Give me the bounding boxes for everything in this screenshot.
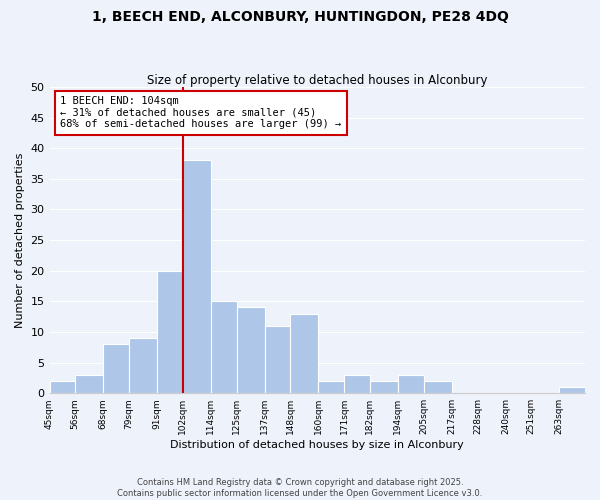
Bar	[183, 160, 211, 393]
Bar	[424, 381, 452, 393]
Bar	[344, 375, 370, 393]
Bar	[103, 344, 129, 393]
Bar	[129, 338, 157, 393]
Bar	[290, 314, 319, 393]
Bar	[319, 381, 344, 393]
Bar	[50, 381, 75, 393]
Bar	[157, 270, 183, 393]
Text: 1 BEECH END: 104sqm
← 31% of detached houses are smaller (45)
68% of semi-detach: 1 BEECH END: 104sqm ← 31% of detached ho…	[60, 96, 341, 130]
Bar	[559, 387, 585, 393]
X-axis label: Distribution of detached houses by size in Alconbury: Distribution of detached houses by size …	[170, 440, 464, 450]
Text: 1, BEECH END, ALCONBURY, HUNTINGDON, PE28 4DQ: 1, BEECH END, ALCONBURY, HUNTINGDON, PE2…	[92, 10, 508, 24]
Y-axis label: Number of detached properties: Number of detached properties	[15, 152, 25, 328]
Bar	[211, 302, 236, 393]
Bar	[75, 375, 103, 393]
Bar	[236, 308, 265, 393]
Bar	[398, 375, 424, 393]
Text: Contains HM Land Registry data © Crown copyright and database right 2025.
Contai: Contains HM Land Registry data © Crown c…	[118, 478, 482, 498]
Bar	[370, 381, 398, 393]
Title: Size of property relative to detached houses in Alconbury: Size of property relative to detached ho…	[147, 74, 488, 87]
Bar	[265, 326, 290, 393]
